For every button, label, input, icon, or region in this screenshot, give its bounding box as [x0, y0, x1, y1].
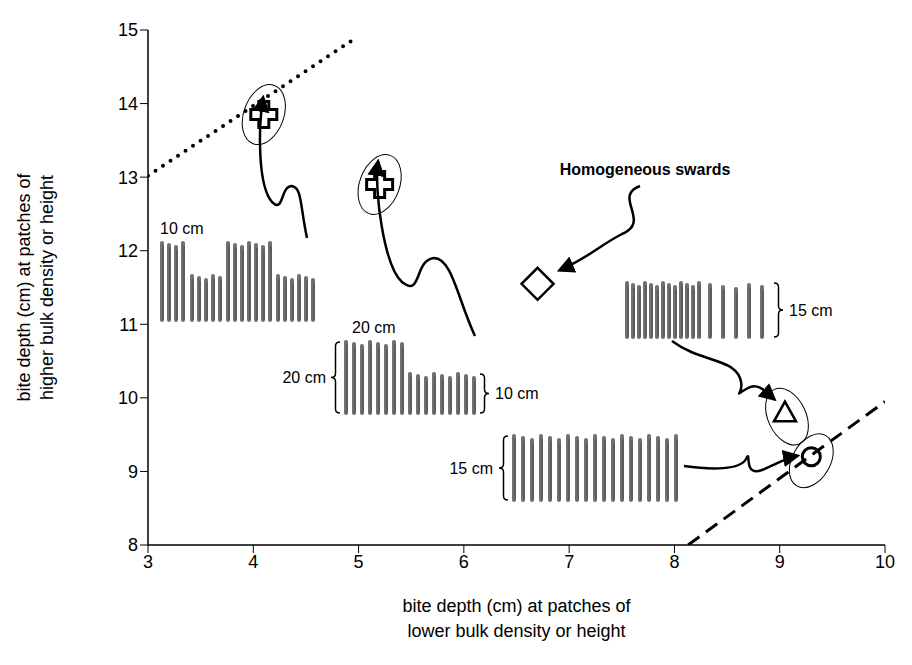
svg-text:9: 9 [775, 552, 785, 572]
svg-text:10 cm: 10 cm [160, 220, 204, 237]
svg-text:bite depth (cm) at patches ofl: bite depth (cm) at patches oflower bulk … [402, 596, 631, 641]
svg-text:14: 14 [118, 94, 138, 114]
svg-text:bite depth (cm) at patches ofh: bite depth (cm) at patches ofhigher bulk… [14, 172, 57, 401]
svg-text:7: 7 [564, 552, 574, 572]
svg-text:6: 6 [459, 552, 469, 572]
svg-text:15 cm: 15 cm [449, 460, 493, 477]
svg-text:10 cm: 10 cm [495, 385, 539, 402]
svg-text:10: 10 [875, 552, 895, 572]
svg-text:15 cm: 15 cm [789, 302, 833, 319]
svg-text:8: 8 [669, 552, 679, 572]
svg-text:Homogeneous swards: Homogeneous swards [560, 161, 731, 178]
svg-text:9: 9 [128, 462, 138, 482]
svg-text:12: 12 [118, 241, 138, 261]
svg-text:20 cm: 20 cm [282, 369, 326, 386]
svg-text:11: 11 [119, 315, 138, 335]
svg-text:20 cm: 20 cm [352, 319, 396, 336]
svg-text:10: 10 [118, 388, 138, 408]
svg-text:13: 13 [118, 168, 138, 188]
svg-text:15: 15 [118, 20, 138, 40]
svg-text:3: 3 [143, 552, 153, 572]
svg-text:5: 5 [354, 552, 364, 572]
svg-text:4: 4 [248, 552, 258, 572]
svg-text:8: 8 [128, 535, 138, 555]
